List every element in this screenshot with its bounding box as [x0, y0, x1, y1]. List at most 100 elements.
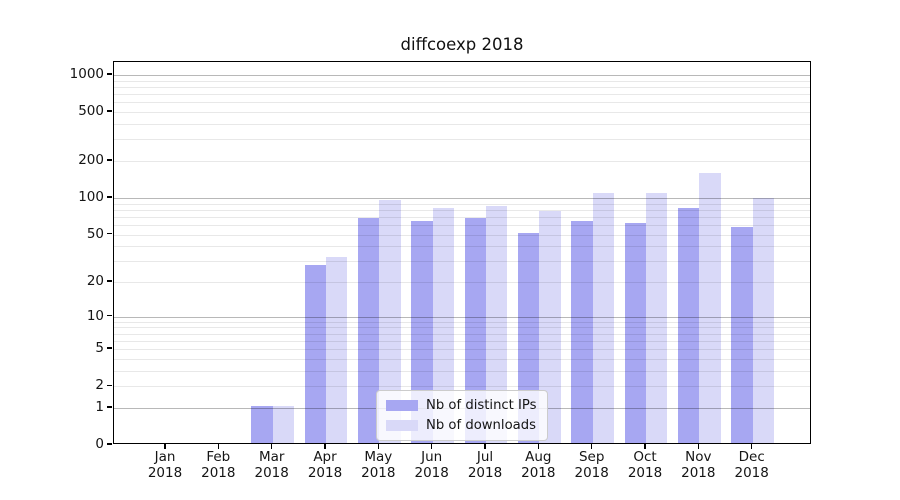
- x-tick-label-jan-2018: Jan 2018: [147, 449, 183, 481]
- legend-label-downloads: Nb of downloads: [426, 418, 536, 433]
- gridline-y-800: [114, 87, 810, 88]
- bar-nb-of-downloads-aug-2018: [539, 211, 561, 443]
- bar-nb-of-downloads-mar-2018: [272, 405, 294, 443]
- x-tick-label-jul-2018: Jul 2018: [467, 449, 503, 481]
- gridline-y-70: [114, 216, 810, 218]
- gridline-y-50: [114, 234, 810, 236]
- gridline-y-10: [114, 316, 810, 318]
- gridline-y-400: [114, 124, 810, 125]
- y-tick-mark-1000: [107, 73, 112, 75]
- y-tick-label-100: 100: [78, 188, 104, 205]
- gridline-y-20: [114, 282, 810, 283]
- bar-nb-of-downloads-sep-2018: [592, 193, 614, 443]
- y-tick-mark-10: [107, 314, 112, 317]
- bar-nb-of-downloads-dec-2018: [752, 198, 774, 443]
- gridline-y-8: [114, 327, 810, 329]
- gridline-y-7: [114, 333, 810, 335]
- gridline-y-3: [114, 370, 810, 372]
- gridline-y-5: [114, 349, 810, 351]
- x-tick-label-nov-2018: Nov 2018: [681, 449, 716, 481]
- bar-nb-of-distinct-ips-sep-2018: [571, 221, 593, 443]
- gridline-y-4: [114, 358, 810, 360]
- bar-nb-of-downloads-may-2018: [379, 199, 401, 443]
- y-tick-mark-1: [107, 406, 112, 408]
- x-tick-mark-aug-2018: [537, 444, 539, 449]
- bar-nb-of-downloads-nov-2018: [699, 173, 721, 443]
- gridline-y-9: [114, 321, 810, 323]
- gridline-y-90: [114, 203, 810, 205]
- bar-nb-of-downloads-jun-2018: [432, 207, 454, 443]
- gridline-y-6: [114, 340, 810, 342]
- x-tick-mark-apr-2018: [324, 444, 326, 449]
- plot-area: Nb of distinct IPs Nb of downloads: [113, 61, 811, 444]
- y-tick-label-0: 0: [95, 436, 104, 452]
- y-tick-label-1000: 1000: [69, 66, 104, 82]
- bar-nb-of-downloads-jul-2018: [486, 205, 508, 443]
- gridline-y-80: [114, 209, 810, 211]
- x-tick-label-aug-2018: Aug 2018: [521, 449, 556, 481]
- x-tick-label-feb-2018: Feb 2018: [201, 449, 236, 481]
- y-tick-label-50: 50: [86, 225, 104, 242]
- x-tick-mark-nov-2018: [697, 444, 699, 449]
- gridline-y-1000: [114, 75, 810, 76]
- bar-nb-of-distinct-ips-dec-2018: [731, 226, 753, 443]
- y-tick-label-500: 500: [78, 103, 104, 120]
- x-tick-label-may-2018: May 2018: [361, 449, 396, 481]
- gridline-y-700: [114, 94, 810, 96]
- legend-entry-distinct-ips: Nb of distinct IPs: [386, 398, 537, 413]
- x-tick-label-sep-2018: Sep 2018: [574, 449, 609, 481]
- legend-label-distinct-ips: Nb of distinct IPs: [426, 398, 537, 413]
- gridline-y-100: [114, 197, 810, 199]
- gridline-y-900: [114, 80, 810, 82]
- bar-nb-of-distinct-ips-apr-2018: [304, 264, 326, 443]
- y-tick-mark-500: [107, 110, 112, 112]
- x-tick-mark-oct-2018: [644, 444, 646, 449]
- y-tick-mark-200: [107, 159, 112, 161]
- y-tick-mark-0: [107, 443, 112, 445]
- x-tick-label-oct-2018: Oct 2018: [627, 449, 663, 481]
- gridline-y-300: [114, 139, 810, 141]
- x-tick-mark-jun-2018: [431, 444, 433, 449]
- x-tick-mark-jul-2018: [484, 444, 486, 449]
- bar-nb-of-downloads-apr-2018: [326, 257, 348, 443]
- gridline-y-600: [114, 102, 810, 104]
- y-tick-mark-20: [107, 280, 112, 282]
- bar-nb-of-downloads-oct-2018: [646, 193, 668, 443]
- gridline-y-30: [114, 261, 810, 263]
- legend-swatch-distinct-ips: [386, 400, 418, 411]
- y-tick-label-20: 20: [86, 273, 104, 289]
- y-tick-mark-50: [107, 232, 112, 235]
- y-tick-label-5: 5: [95, 340, 104, 357]
- y-tick-mark-2: [107, 384, 112, 386]
- y-tick-label-2: 2: [95, 377, 104, 394]
- x-tick-mark-sep-2018: [591, 444, 593, 449]
- y-tick-label-1: 1: [95, 398, 104, 415]
- legend-entry-downloads: Nb of downloads: [386, 418, 537, 433]
- y-tick-mark-5: [107, 347, 112, 349]
- gridline-y-60: [114, 224, 810, 226]
- x-tick-mark-may-2018: [377, 444, 379, 449]
- chart-title: diffcoexp 2018: [400, 35, 524, 54]
- x-tick-label-jun-2018: Jun 2018: [414, 449, 449, 481]
- gridline-y-500: [114, 112, 810, 114]
- x-tick-label-dec-2018: Dec 2018: [734, 449, 769, 481]
- gridline-y-200: [114, 161, 810, 162]
- x-tick-mark-jan-2018: [164, 444, 166, 449]
- x-tick-mark-dec-2018: [751, 444, 753, 449]
- bar-nb-of-distinct-ips-oct-2018: [624, 222, 646, 443]
- x-tick-mark-mar-2018: [271, 444, 273, 449]
- legend-swatch-downloads: [386, 420, 418, 431]
- x-tick-label-apr-2018: Apr 2018: [307, 449, 343, 481]
- legend: Nb of distinct IPs Nb of downloads: [376, 390, 548, 441]
- y-tick-label-200: 200: [78, 152, 104, 168]
- x-tick-label-mar-2018: Mar 2018: [254, 449, 289, 481]
- bar-nb-of-distinct-ips-nov-2018: [678, 207, 700, 443]
- bar-nb-of-distinct-ips-may-2018: [358, 217, 380, 443]
- gridline-y-2: [114, 386, 810, 388]
- y-tick-mark-100: [107, 196, 112, 198]
- bar-nb-of-distinct-ips-mar-2018: [251, 405, 273, 443]
- gridline-y-40: [114, 246, 810, 248]
- x-tick-mark-feb-2018: [217, 444, 219, 449]
- bar-nb-of-distinct-ips-jun-2018: [411, 221, 433, 443]
